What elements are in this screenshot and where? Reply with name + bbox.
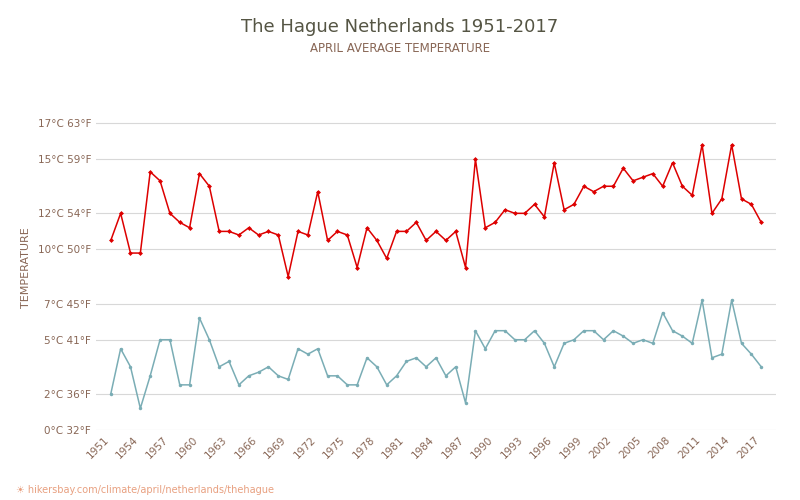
Text: APRIL AVERAGE TEMPERATURE: APRIL AVERAGE TEMPERATURE [310,42,490,56]
Text: The Hague Netherlands 1951-2017: The Hague Netherlands 1951-2017 [242,18,558,36]
Text: ☀ hikersbay.com/climate/april/netherlands/thehague: ☀ hikersbay.com/climate/april/netherland… [16,485,274,495]
Legend: NIGHT, DAY: NIGHT, DAY [354,498,518,500]
Y-axis label: TEMPERATURE: TEMPERATURE [21,227,30,308]
